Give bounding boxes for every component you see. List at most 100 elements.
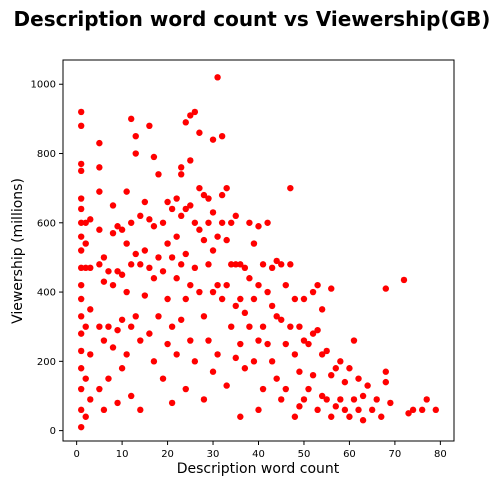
- data-point: [300, 295, 308, 303]
- data-point: [418, 406, 426, 414]
- x-axis: 0 10 20 30 40 50 60 70 80: [73, 441, 447, 460]
- data-point: [232, 261, 239, 268]
- data-point: [309, 330, 317, 337]
- data-point: [223, 184, 230, 192]
- data-point: [287, 184, 294, 192]
- data-point: [123, 240, 130, 247]
- data-point: [214, 351, 221, 358]
- x-tick-label: 0: [73, 449, 79, 460]
- data-point: [409, 406, 417, 414]
- data-point: [128, 323, 135, 330]
- data-point: [77, 219, 85, 226]
- data-point: [387, 399, 394, 407]
- data-point: [291, 413, 299, 420]
- data-point: [318, 351, 326, 358]
- data-point: [87, 351, 94, 358]
- data-point: [314, 281, 321, 289]
- x-axis-label: Description word count: [177, 461, 340, 477]
- data-point: [77, 313, 85, 320]
- data-point: [77, 108, 85, 116]
- data-point: [87, 306, 94, 313]
- data-point: [209, 288, 217, 296]
- data-point: [400, 276, 408, 284]
- data-point: [96, 188, 103, 195]
- data-point: [205, 195, 212, 202]
- data-point: [77, 205, 85, 213]
- data-point: [77, 122, 85, 130]
- data-point: [200, 313, 208, 320]
- data-points-layer: [77, 74, 440, 431]
- data-point: [96, 385, 103, 393]
- data-point: [128, 392, 135, 400]
- data-point: [146, 216, 153, 223]
- data-point: [337, 358, 344, 365]
- data-point: [77, 195, 85, 202]
- data-point: [118, 316, 126, 323]
- data-point: [164, 295, 171, 303]
- data-point: [132, 150, 139, 157]
- y-tick-label: 200: [37, 357, 56, 368]
- data-point: [373, 396, 380, 403]
- data-point: [378, 413, 385, 420]
- data-point: [187, 202, 194, 209]
- data-point: [214, 74, 221, 81]
- x-tick-label: 20: [161, 449, 174, 460]
- data-point: [168, 399, 176, 407]
- data-point: [246, 323, 253, 330]
- data-point: [114, 326, 121, 334]
- data-point: [355, 375, 362, 382]
- data-point: [246, 219, 253, 226]
- data-point: [214, 233, 221, 240]
- data-point: [232, 212, 239, 220]
- data-point: [305, 340, 312, 348]
- data-point: [314, 326, 321, 334]
- data-point: [77, 365, 85, 372]
- data-point: [191, 264, 199, 272]
- data-point: [123, 188, 130, 195]
- data-point: [96, 261, 103, 268]
- data-point: [209, 136, 217, 143]
- data-point: [82, 240, 89, 247]
- data-point: [300, 396, 308, 403]
- data-point: [114, 223, 121, 230]
- data-point: [282, 340, 289, 348]
- data-point: [187, 157, 194, 164]
- data-point: [164, 340, 171, 348]
- data-point: [205, 261, 212, 268]
- data-point: [128, 115, 135, 123]
- data-point: [196, 226, 203, 233]
- data-point: [359, 417, 367, 424]
- data-point: [87, 264, 94, 272]
- data-point: [218, 219, 226, 226]
- data-point: [278, 261, 285, 268]
- data-point: [164, 198, 171, 206]
- data-point: [191, 358, 199, 365]
- data-point: [273, 375, 280, 382]
- data-point: [164, 240, 171, 247]
- data-point: [96, 164, 103, 171]
- x-tick-label: 30: [207, 449, 220, 460]
- data-point: [341, 406, 349, 414]
- data-point: [264, 288, 271, 296]
- data-point: [350, 337, 358, 344]
- data-point: [223, 281, 230, 289]
- data-point: [105, 323, 112, 330]
- data-point: [109, 229, 117, 237]
- y-tick-label: 800: [37, 149, 56, 160]
- data-point: [223, 236, 230, 244]
- data-point: [218, 133, 226, 140]
- data-point: [250, 358, 258, 365]
- y-axis: 0 200 400 600 800 1000: [31, 80, 63, 437]
- data-point: [228, 219, 235, 226]
- data-point: [196, 288, 203, 296]
- data-point: [259, 323, 267, 330]
- data-point: [100, 278, 108, 285]
- data-point: [323, 347, 330, 355]
- data-point: [259, 385, 267, 393]
- data-point: [141, 247, 149, 254]
- data-point: [105, 268, 112, 275]
- data-point: [241, 309, 249, 317]
- data-point: [200, 236, 208, 244]
- data-point: [159, 375, 167, 382]
